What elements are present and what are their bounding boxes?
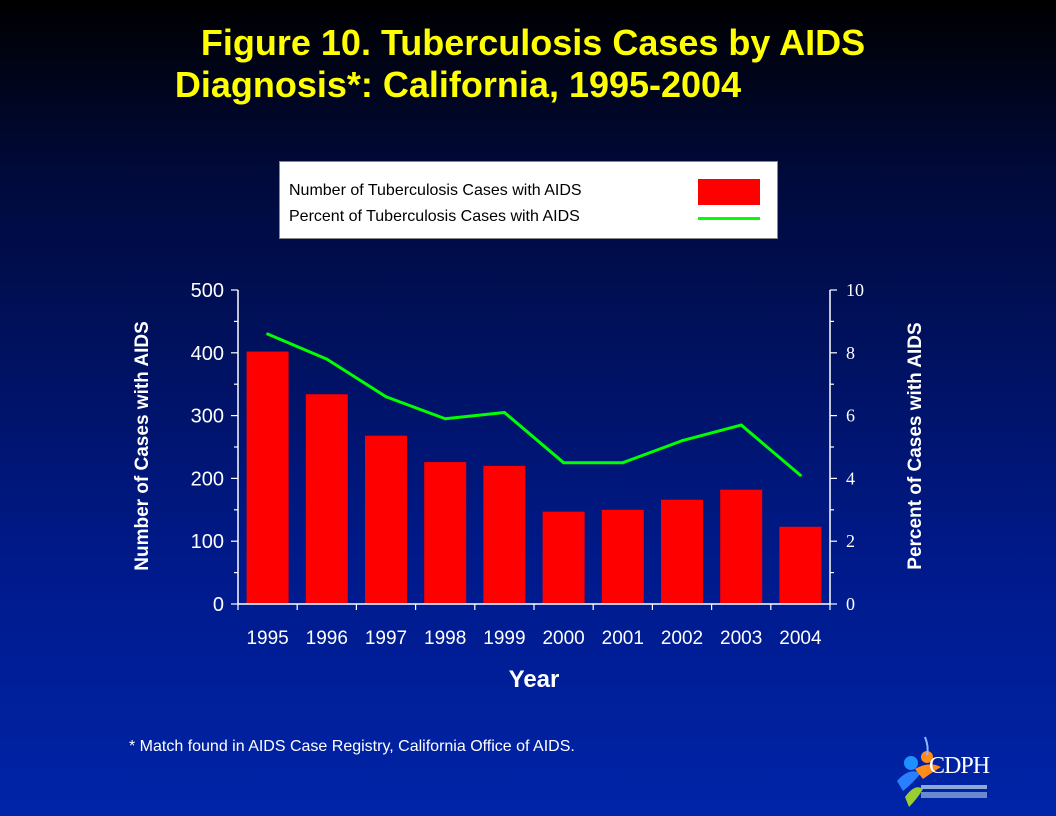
line-point-1997 [384,395,388,399]
logo-text: CDPH [929,753,990,779]
series-line-percent [267,332,802,477]
x-tick-label-1999: 1999 [483,628,525,649]
legend-label-bars: Number of Tuberculosis Cases with AIDS [289,182,582,199]
title-line-2: Diagnosis*: California, 1995-2004 [174,64,742,105]
y-tick-label-left: 200 [191,468,224,490]
bar-2004 [779,526,822,604]
line-point-1998 [443,417,447,421]
bar-2000 [542,511,585,604]
y-tick-label-left: 100 [191,531,224,553]
legend: Number of Tuberculosis Cases with AIDS P… [279,161,778,239]
x-tick-label-1998: 1998 [424,628,466,649]
y-axis-title-right: Percent of Cases with AIDS [905,322,926,570]
line-point-2003 [739,423,743,427]
y-tick-label-right: 10 [846,280,864,300]
bar-1995 [246,351,289,604]
line-point-2004 [798,473,802,477]
line-point-2001 [621,461,625,465]
y-tick-label-right: 6 [846,406,855,426]
line-point-1999 [502,410,506,414]
title-line-1: Figure 10. Tuberculosis Cases by AIDS [200,22,866,63]
y-axis-title-left: Number of Cases with AIDS [132,321,153,571]
x-tick-label-2000: 2000 [542,628,584,649]
bar-1997 [365,435,407,604]
y-tick-label-right: 8 [846,343,855,363]
y-tick-label-right: 4 [846,468,855,488]
footnote: * Match found in AIDS Case Registry, Cal… [129,738,575,755]
bar-1998 [424,462,467,604]
y-tick-label-left: 300 [191,406,224,428]
x-tick-label-2002: 2002 [661,628,703,649]
legend-label-line: Percent of Tuberculosis Cases with AIDS [289,208,580,225]
y-tick-label-left: 400 [191,343,224,365]
line-point-1995 [266,332,270,336]
line-point-2002 [680,439,684,443]
x-tick-label-2003: 2003 [720,628,762,649]
y-tick-label-left: 500 [191,280,224,302]
bar-2001 [601,509,644,604]
y-tick-label-right: 0 [846,594,855,614]
y-tick-label-left: 0 [213,594,224,616]
bar-2002 [661,499,703,604]
x-tick-label-2004: 2004 [779,628,822,649]
legend-swatch-bar [698,179,760,205]
x-tick-label-1997: 1997 [365,628,407,649]
bar-2003 [720,489,763,604]
legend-swatch-line [698,217,760,220]
y-tick-label-right: 2 [846,531,855,551]
line-point-1996 [325,357,329,361]
chart-title: Figure 10. Tuberculosis Cases by AIDS Di… [0,22,1056,106]
bar-1996 [305,394,348,604]
x-axis-title: Year [508,666,560,693]
line-point-2000 [562,461,566,465]
x-tick-label-1996: 1996 [306,628,348,649]
bar-1999 [483,465,526,604]
x-tick-label-2001: 2001 [602,628,644,649]
cdph-logo-icon: CDPH [893,733,993,813]
x-tick-label-1995: 1995 [246,628,288,649]
